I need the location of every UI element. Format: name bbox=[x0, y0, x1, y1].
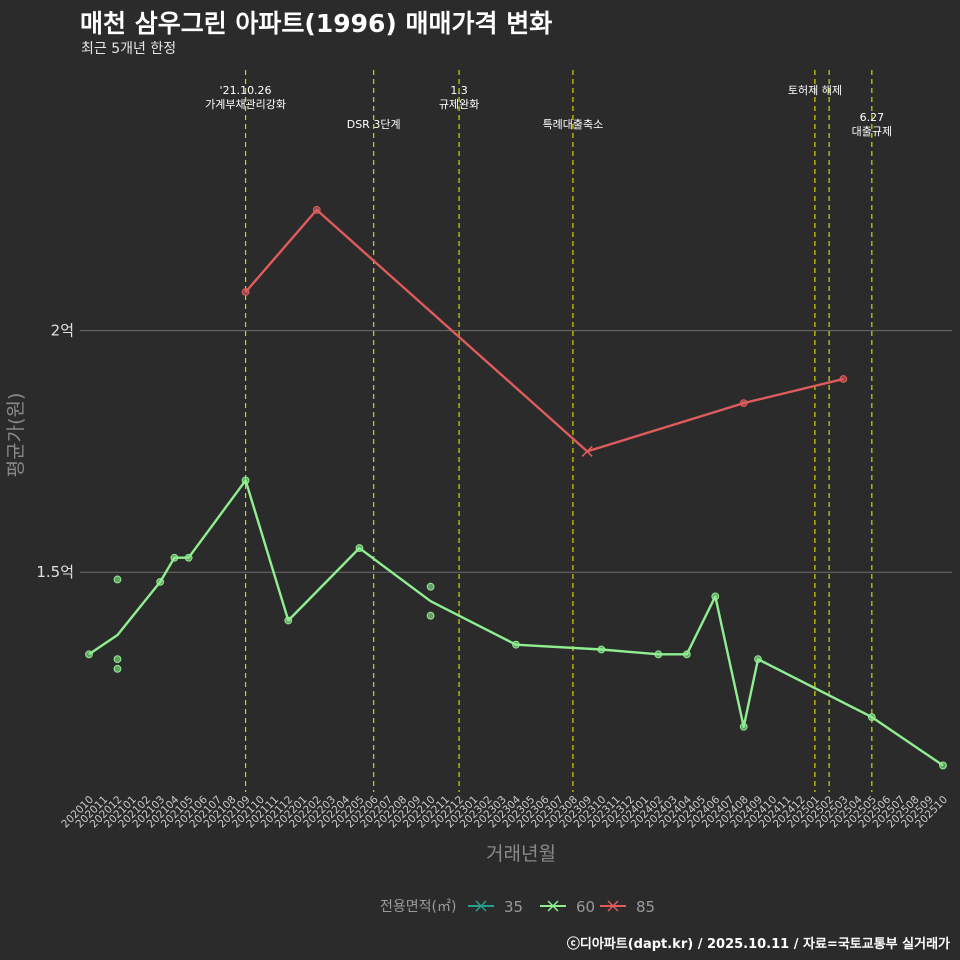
data-point-60 bbox=[156, 577, 165, 586]
data-point-60 bbox=[426, 611, 435, 620]
legend-label-35: 35 bbox=[504, 898, 523, 916]
data-point-60 bbox=[754, 655, 762, 664]
data-point-85 bbox=[241, 288, 250, 296]
event-annotation: '21.10.26 bbox=[220, 84, 272, 97]
data-point-60 bbox=[113, 575, 122, 584]
legend-key-cross-85 bbox=[607, 900, 619, 912]
data-point-60 bbox=[241, 476, 250, 485]
data-point-60 bbox=[113, 664, 122, 673]
data-point-60 bbox=[113, 655, 122, 664]
data-point-60 bbox=[682, 650, 691, 659]
data-point-60 bbox=[184, 553, 193, 562]
data-point-60 bbox=[512, 640, 520, 649]
legend-label-85: 85 bbox=[636, 898, 655, 916]
event-annotation: 특례대출축소 bbox=[543, 118, 604, 131]
data-point-60 bbox=[284, 616, 293, 625]
y-axis-title: 평균가(원) bbox=[5, 393, 27, 478]
event-annotation: 1.3 bbox=[450, 84, 468, 97]
data-point-60 bbox=[426, 582, 435, 591]
data-point-60 bbox=[170, 553, 179, 562]
data-point-60 bbox=[739, 722, 748, 731]
y-tick-label: 1.5억 bbox=[36, 563, 74, 581]
source-caption: ⓒ디아파트(dapt.kr) / 2025.10.11 / 자료=국토교통부 실… bbox=[566, 937, 950, 952]
data-point-60 bbox=[939, 761, 947, 770]
chart-title: 매천 삼우그린 아파트(1996) 매매가격 변화 bbox=[80, 9, 553, 38]
legend-title: 전용면적(㎡) bbox=[380, 899, 456, 915]
data-point-60 bbox=[85, 650, 93, 659]
data-point-60 bbox=[711, 592, 720, 601]
legend-key-cross-35 bbox=[475, 900, 487, 912]
event-annotation: 가계부채관리강화 bbox=[205, 98, 286, 111]
data-point-85 bbox=[839, 375, 848, 383]
data-point-60 bbox=[597, 645, 606, 654]
legend-key-cross-60 bbox=[547, 900, 559, 912]
y-tick-label: 2억 bbox=[51, 322, 74, 340]
legend-label-60: 60 bbox=[576, 898, 595, 916]
x-axis-title: 거래년월 bbox=[486, 843, 556, 865]
event-annotation: DSR 3단계 bbox=[347, 118, 401, 131]
chart-subtitle: 최근 5개년 한정 bbox=[81, 41, 177, 57]
data-point-60 bbox=[654, 650, 663, 659]
data-point-85 bbox=[739, 399, 748, 408]
data-point-85 bbox=[312, 206, 321, 214]
event-annotation: 대출규제 bbox=[852, 125, 892, 138]
data-point-cross-85 bbox=[581, 445, 593, 458]
event-annotation: 규제완화 bbox=[439, 98, 479, 111]
data-point-60 bbox=[355, 544, 364, 552]
event-annotation: 토허제 해제 bbox=[788, 83, 842, 97]
series-line-60 bbox=[88, 479, 944, 767]
data-point-60 bbox=[867, 713, 876, 722]
event-annotation: 6.27 bbox=[860, 111, 885, 124]
legend: 전용면적(㎡) 35 60 85 bbox=[380, 898, 655, 916]
